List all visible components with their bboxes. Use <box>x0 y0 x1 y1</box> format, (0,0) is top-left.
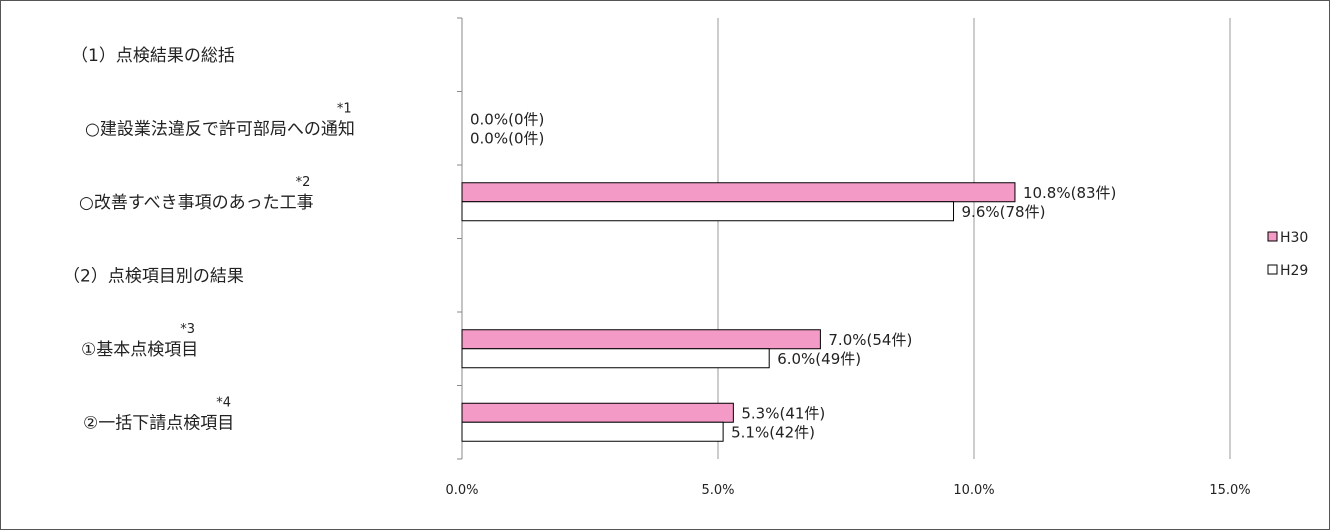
legend-swatch-h30 <box>1267 231 1278 242</box>
legend-label: H29 <box>1280 263 1308 279</box>
category-label: ②一括下請点検項目 <box>83 413 234 433</box>
category-label: ○建設業法違反で許可部局への通知 <box>85 119 355 139</box>
data-label: 5.3%(41件) <box>741 404 825 422</box>
data-label: 9.6%(78件) <box>962 203 1046 221</box>
data-label: 5.1%(42件) <box>731 423 815 441</box>
bar-h30 <box>461 329 821 350</box>
data-label: 6.0%(49件) <box>777 350 861 368</box>
data-label: 0.0%(0件) <box>470 110 544 128</box>
footnote-mark: *1 <box>337 101 352 116</box>
footnote-mark: *3 <box>180 322 195 337</box>
category-label: ①基本点検項目 <box>81 340 198 360</box>
x-tick-label: 15.0% <box>1209 483 1250 498</box>
legend-label: H30 <box>1280 230 1308 246</box>
category-label: ○改善すべき事項のあった工事 <box>79 193 314 213</box>
data-label: 7.0%(54件) <box>828 331 912 349</box>
footnote-mark: *4 <box>216 395 231 410</box>
x-tick-label: 10.0% <box>953 483 994 498</box>
footnote-mark: *2 <box>296 175 311 190</box>
bar-h30 <box>461 402 734 423</box>
bar-h29 <box>461 348 770 369</box>
bar-h30 <box>461 182 1016 203</box>
bar-h29 <box>461 201 955 222</box>
legend-swatch-h29 <box>1267 264 1278 275</box>
data-label: 0.0%(0件) <box>470 129 544 147</box>
category-label: （1）点検結果の総括 <box>71 46 235 66</box>
category-label: （2）点検項目別の結果 <box>63 266 244 286</box>
x-tick-label: 5.0% <box>701 483 734 498</box>
data-label: 10.8%(83件) <box>1023 184 1116 202</box>
x-tick-label: 0.0% <box>445 483 478 498</box>
bar-h29 <box>461 421 724 442</box>
